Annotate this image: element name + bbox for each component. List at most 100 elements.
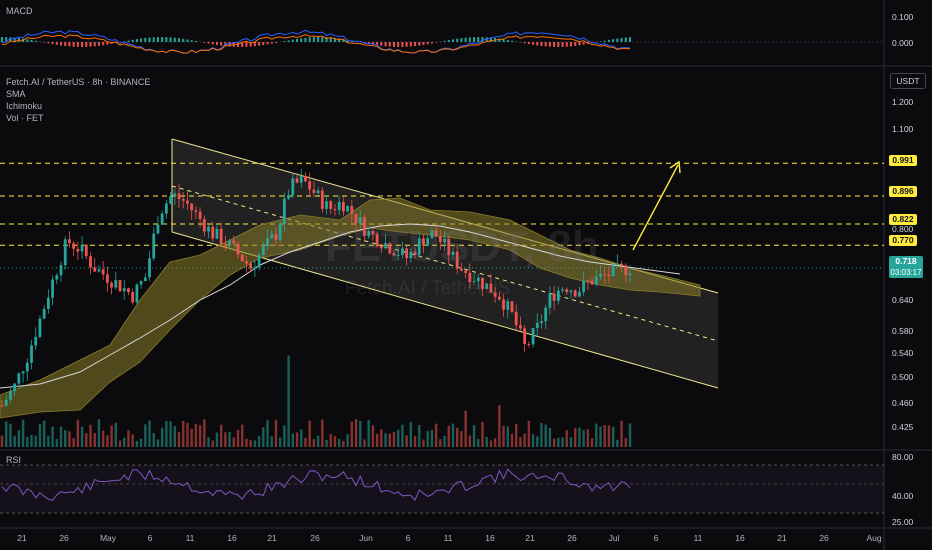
candle-body — [308, 181, 312, 190]
volume-bar — [333, 436, 337, 447]
macd-histogram-bar — [203, 42, 206, 43]
volume-label[interactable]: Vol · FET — [6, 113, 44, 123]
candle-body — [556, 290, 560, 301]
currency-selector[interactable]: USDT — [890, 73, 926, 89]
time-axis-label: 11 — [443, 533, 453, 543]
macd-histogram-bar — [561, 42, 564, 47]
macd-histogram-bar — [127, 40, 130, 42]
volume-bar — [101, 430, 105, 447]
price-axis-label: 1.100 — [892, 124, 914, 134]
level-tag-0896[interactable]: 0.896 — [889, 186, 917, 197]
candle-body — [80, 244, 84, 252]
macd-histogram-bar — [418, 42, 421, 46]
volume-bar — [557, 437, 560, 447]
volume-bar — [426, 431, 429, 447]
macd-histogram-bar — [430, 42, 433, 44]
candle-body — [148, 258, 151, 278]
volume-bar — [586, 429, 590, 447]
candle-body — [578, 291, 581, 297]
volume-bar — [300, 429, 303, 447]
volume-bar — [430, 430, 434, 447]
name-watermark: Fetch.AI / TetherUS — [345, 278, 511, 299]
candle-body — [573, 290, 577, 297]
sma-label[interactable]: SMA — [6, 89, 26, 99]
volume-bar — [620, 420, 623, 447]
macd-histogram-bar — [270, 42, 273, 44]
ichimoku-cloud — [0, 197, 701, 419]
macd-histogram-bar — [506, 39, 509, 42]
macd-histogram-bar — [13, 37, 16, 42]
level-tag-0770[interactable]: 0.770 — [889, 235, 917, 246]
macd-histogram-bar — [161, 37, 164, 42]
macd-histogram-bar — [574, 42, 577, 46]
macd-histogram-bar — [599, 41, 602, 42]
volume-bar — [144, 424, 147, 447]
volume-bar — [283, 425, 286, 447]
volume-bar — [165, 421, 168, 447]
candle-body — [304, 175, 307, 182]
rsi-label[interactable]: RSI — [6, 455, 22, 465]
volume-bar — [540, 423, 543, 447]
macd-histogram-bar — [321, 37, 324, 42]
candle-body — [282, 198, 286, 224]
channel-lower-line — [171, 231, 719, 389]
candle-body — [51, 279, 54, 298]
candle-body — [9, 391, 12, 400]
symbol-watermark: FETUSDT, 8h — [325, 222, 599, 271]
volume-bar — [89, 424, 92, 447]
candle-body — [46, 297, 50, 309]
volume-bar — [131, 434, 134, 447]
candle-body — [202, 219, 206, 232]
candle-body — [211, 226, 215, 239]
volume-bar — [489, 440, 493, 447]
candle-body — [544, 307, 548, 322]
macd-histogram-bar — [304, 37, 307, 42]
current-price-tag[interactable]: 0.718 03:03:17 — [889, 256, 923, 278]
candle-body — [55, 275, 59, 280]
candle-body — [438, 236, 442, 243]
macd-histogram-bar — [409, 42, 412, 47]
price-axis-label: 0.425 — [892, 422, 914, 432]
volume-bar — [485, 436, 488, 447]
macd-histogram-bar — [178, 38, 181, 42]
macd-histogram-bar — [578, 42, 581, 46]
macd-histogram-bar — [523, 42, 526, 44]
volume-bar — [59, 426, 63, 447]
ichimoku-label[interactable]: Ichimoku — [6, 101, 43, 111]
macd-histogram-bar — [165, 37, 168, 42]
candle-body — [497, 296, 501, 300]
candle-body — [510, 301, 514, 312]
macd-histogram-bar — [553, 42, 556, 47]
volume-bar — [359, 420, 362, 447]
volume-bar — [599, 426, 602, 447]
level-tag-0991[interactable]: 0.991 — [889, 155, 917, 166]
candle-body — [367, 230, 371, 236]
volume-bar — [409, 421, 413, 447]
candle-body — [481, 277, 484, 289]
candle-body — [17, 373, 21, 384]
candle-body — [396, 254, 400, 256]
level-tag-0822[interactable]: 0.822 — [889, 214, 917, 225]
candle-body — [552, 293, 556, 301]
symbol-title[interactable]: Fetch.AI / TetherUS · 8h · BINANCE — [6, 77, 151, 87]
volume-bar — [443, 435, 446, 447]
macd-label[interactable]: MACD — [6, 6, 33, 16]
macd-histogram-bar — [148, 37, 151, 42]
macd-histogram-bar — [30, 40, 33, 42]
current-price-value: 0.718 — [895, 256, 917, 266]
time-axis-label: 21 — [267, 533, 277, 543]
time-axis-label: 21 — [777, 533, 787, 543]
volume-bar — [160, 427, 164, 447]
volume-bar — [510, 433, 514, 447]
time-axis-label: 26 — [59, 533, 69, 543]
volume-bar — [304, 437, 307, 447]
macd-histogram-bar — [190, 40, 193, 42]
time-axis-label: 26 — [819, 533, 829, 543]
macd-histogram-bar — [152, 37, 155, 42]
projection-arrowhead — [669, 160, 681, 174]
volume-bar — [308, 420, 311, 447]
macd-histogram-bar — [502, 39, 505, 42]
macd-histogram-bar — [565, 42, 568, 47]
